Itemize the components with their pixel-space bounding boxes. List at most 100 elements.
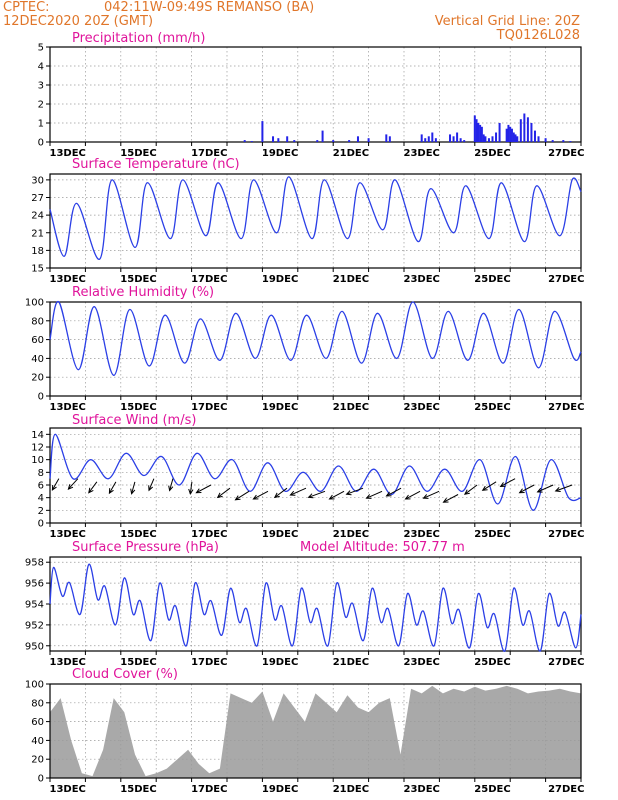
precip-bar (463, 140, 466, 142)
x-tick-label: 19DEC (262, 657, 298, 668)
wind-vector-head (385, 491, 392, 497)
precip-bar (507, 124, 510, 142)
precip-bar (367, 138, 370, 142)
x-tick-label: 23DEC (404, 148, 440, 159)
wind-vector-head (345, 490, 352, 496)
precip-bar (512, 132, 515, 142)
y-tick-label: 24 (31, 211, 44, 222)
precip-bar (498, 123, 501, 142)
y-tick-label: 60 (31, 335, 44, 346)
wind-vector-head (289, 490, 296, 496)
y-tick-label: 80 (31, 698, 44, 709)
header-model: TQ0126L028 (496, 28, 580, 43)
y-tick-label: 2 (38, 506, 44, 517)
panel-title: Cloud Cover (%) (72, 667, 178, 682)
wind-vector-head (499, 482, 506, 487)
x-tick-label: 13DEC (50, 784, 86, 795)
wind-vector (148, 478, 155, 491)
wind-vector (274, 487, 288, 498)
humidity-line (49, 301, 582, 376)
precip-bar (452, 136, 455, 142)
x-tick-label: 19DEC (262, 402, 298, 413)
precip-bar (316, 140, 319, 142)
x-tick-label: 27DEC (548, 274, 584, 285)
y-tick-label: 40 (31, 736, 44, 747)
wind-vector (308, 490, 326, 498)
y-tick-label: 18 (31, 246, 44, 257)
precip-bar (544, 138, 547, 142)
wind-vector-head (422, 494, 429, 499)
wind-vector-head (188, 488, 194, 495)
precip-bar (519, 119, 522, 142)
wind-vector (290, 487, 307, 496)
precip-bar (551, 140, 554, 142)
precip-bar (487, 138, 490, 142)
x-tick-label: 19DEC (262, 784, 298, 795)
y-tick-label: 1 (38, 119, 44, 130)
precip-bar (533, 130, 536, 142)
wind-vector (189, 481, 193, 494)
y-tick-label: 3 (38, 81, 44, 92)
y-tick-label: 954 (25, 600, 44, 611)
y-tick-label: 100 (25, 680, 44, 691)
x-tick-label: 13DEC (50, 657, 86, 668)
x-tick-label: 21DEC (333, 274, 369, 285)
precip-bar (479, 124, 482, 142)
y-tick-label: 0 (38, 138, 44, 149)
wind-vector (329, 490, 345, 500)
precip-bar (530, 123, 533, 142)
x-tick-label: 27DEC (548, 148, 584, 159)
x-tick-label: 13DEC (50, 148, 86, 159)
wind-vector (500, 478, 516, 487)
precip-bar (332, 140, 335, 142)
y-tick-label: 100 (25, 298, 44, 309)
precip-bar (477, 123, 480, 142)
x-tick-label: 21DEC (333, 529, 369, 540)
precip-bar (491, 136, 494, 142)
x-tick-label: 17DEC (191, 402, 227, 413)
x-tick-label: 15DEC (120, 148, 156, 159)
precip-bar (495, 132, 498, 142)
precip-bar (562, 140, 565, 142)
cloud-area (50, 685, 581, 778)
x-tick-label: 13DEC (50, 274, 86, 285)
wind-vector-head (51, 484, 57, 491)
precip-bar (505, 128, 508, 142)
precip-bar (456, 132, 459, 142)
x-tick-label: 25DEC (474, 529, 510, 540)
precip-bar (286, 136, 289, 142)
x-tick-label: 25DEC (474, 148, 510, 159)
model-altitude-label: Model Altitude: 507.77 m (300, 540, 465, 555)
panel-title: Surface Wind (m/s) (72, 413, 196, 428)
wind-vector (482, 481, 497, 491)
y-tick-label: 8 (38, 468, 44, 479)
wind-vector (108, 481, 117, 494)
x-tick-label: 21DEC (333, 402, 369, 413)
x-tick-label: 27DEC (548, 529, 584, 540)
x-tick-label: 17DEC (191, 784, 227, 795)
y-tick-label: 952 (25, 620, 44, 631)
wind-vector-head (481, 485, 488, 491)
y-tick-label: 956 (25, 579, 44, 590)
x-tick-label: 19DEC (262, 148, 298, 159)
precipitation-panel: 0 1 2 3 4 5 13DEC 15DEC 17DEC 19DEC 21DEC 23DEC 25DE… (38, 31, 585, 159)
y-tick-label: 950 (25, 641, 44, 652)
precip-bar (348, 140, 351, 142)
wind-vector-head (536, 487, 543, 493)
wind-vector-head (67, 484, 74, 490)
x-tick-label: 15DEC (120, 274, 156, 285)
precip-bar (569, 141, 572, 142)
y-tick-label: 27 (31, 193, 44, 204)
precip-bar (526, 117, 529, 142)
wind-vector-head (554, 487, 561, 492)
wind-vector (443, 494, 459, 503)
wind-vector (196, 484, 212, 494)
wind-vector (519, 484, 535, 494)
wind-vector (405, 490, 421, 500)
wind-vector (366, 490, 383, 499)
pressure-line (49, 563, 582, 652)
x-tick-label: 19DEC (262, 529, 298, 540)
wind-vector (386, 487, 402, 497)
x-tick-label: 21DEC (333, 784, 369, 795)
